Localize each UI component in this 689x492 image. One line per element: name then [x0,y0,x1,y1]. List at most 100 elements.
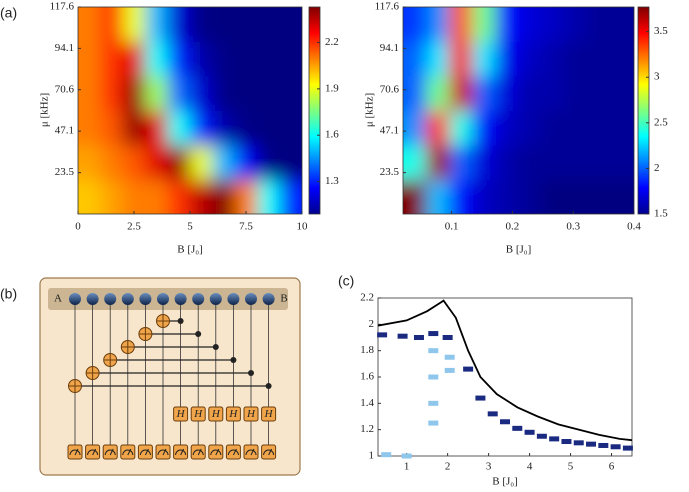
meter-dial [263,448,275,456]
meter-dial [245,448,257,456]
heat-cell [234,41,258,77]
label-a: A [54,293,62,305]
plot-frame [402,6,635,215]
heat-cell [403,179,427,214]
heat-cell [587,179,612,214]
point [573,440,584,446]
gate-label: H [193,408,203,420]
heatmap [78,7,302,214]
heat-cell [78,110,101,146]
heat-cell [234,145,258,180]
heat-cell [426,7,450,42]
gate [173,406,189,422]
heat-cell [495,179,519,214]
x-tick-label: 4 [527,461,533,473]
x-axis-label: B [J₀] [506,244,532,256]
heat-cell [472,41,496,77]
x-tick-label: 10 [297,221,309,233]
heat-cell [257,76,281,111]
y-tick-label: 70.6 [55,83,75,95]
control-cross [156,314,170,328]
heat-cell [564,76,589,111]
point [549,436,560,442]
heat-cell [234,76,258,111]
heat-cell [279,41,302,77]
gate [261,406,277,422]
atom [262,293,275,305]
y-tick-label: 47.1 [55,125,74,137]
heat-cell [145,41,169,77]
meter-dial [175,448,187,456]
heat-cell [403,7,427,42]
point [428,400,439,406]
atom [209,293,222,305]
label-b: B [280,293,287,305]
heat-cell [279,76,302,111]
heat-cell [403,145,427,180]
point [487,411,498,417]
heat-cell [279,7,302,42]
meter [120,444,136,460]
heat-cell [78,7,101,42]
meter [67,444,83,460]
heat-cell [190,41,213,77]
point [377,332,388,338]
gate [243,406,259,422]
heat-cell [564,7,589,42]
colorbar-tick-label: 2 [654,162,660,174]
y-tick-label: 117.6 [375,1,400,13]
heat-cell [472,76,496,111]
heat-cell [212,179,236,214]
line [377,299,633,442]
point [512,425,523,431]
heat-cell [212,110,236,146]
meter [261,444,277,460]
panel-label: (c) [338,273,354,289]
heatmap-cells [78,7,302,214]
heat-cell [190,145,213,180]
heat-cell [167,110,191,146]
target-dot [230,357,237,363]
heat-cell [100,179,124,214]
heat-cell [212,41,236,77]
heat-cell [495,76,519,111]
meter-dial [157,448,169,456]
y-axis-label: μ [kHz] [39,93,51,127]
point [610,444,621,450]
point [622,445,633,451]
target-dot [212,344,219,350]
meter-dial [87,448,99,456]
x-tick-label: 0.2 [506,221,520,233]
heat-cell [212,7,236,42]
x-tick-label: 0.3 [566,221,580,233]
heat-cell [122,7,146,42]
heat-cell [610,110,634,146]
heat-cell [145,110,169,146]
heat-cell [495,110,519,146]
heat-cell [403,110,427,146]
heat-cell [257,179,281,214]
panel-label: (b) [0,286,17,302]
gate [190,406,206,422]
heat-cell [449,41,473,77]
heat-cell [587,145,612,180]
point [475,395,486,401]
heat-cell [587,76,612,111]
atom [157,293,169,305]
heat-cell [610,41,634,77]
heat-cell [257,110,281,146]
y-tick-label: 47.1 [380,125,399,137]
x-tick-label: 5 [187,221,193,233]
atom [174,293,187,305]
heat-cell [541,7,566,42]
x-tick-label: 3 [486,461,492,473]
heat-cell [167,76,191,111]
heat-cell [122,41,146,77]
x-tick-label: 7.5 [239,221,253,233]
atom [245,293,257,305]
heat-cell [518,145,543,180]
heat-cell [495,7,519,42]
heat-cell [100,7,124,42]
heat-cell [564,179,589,214]
